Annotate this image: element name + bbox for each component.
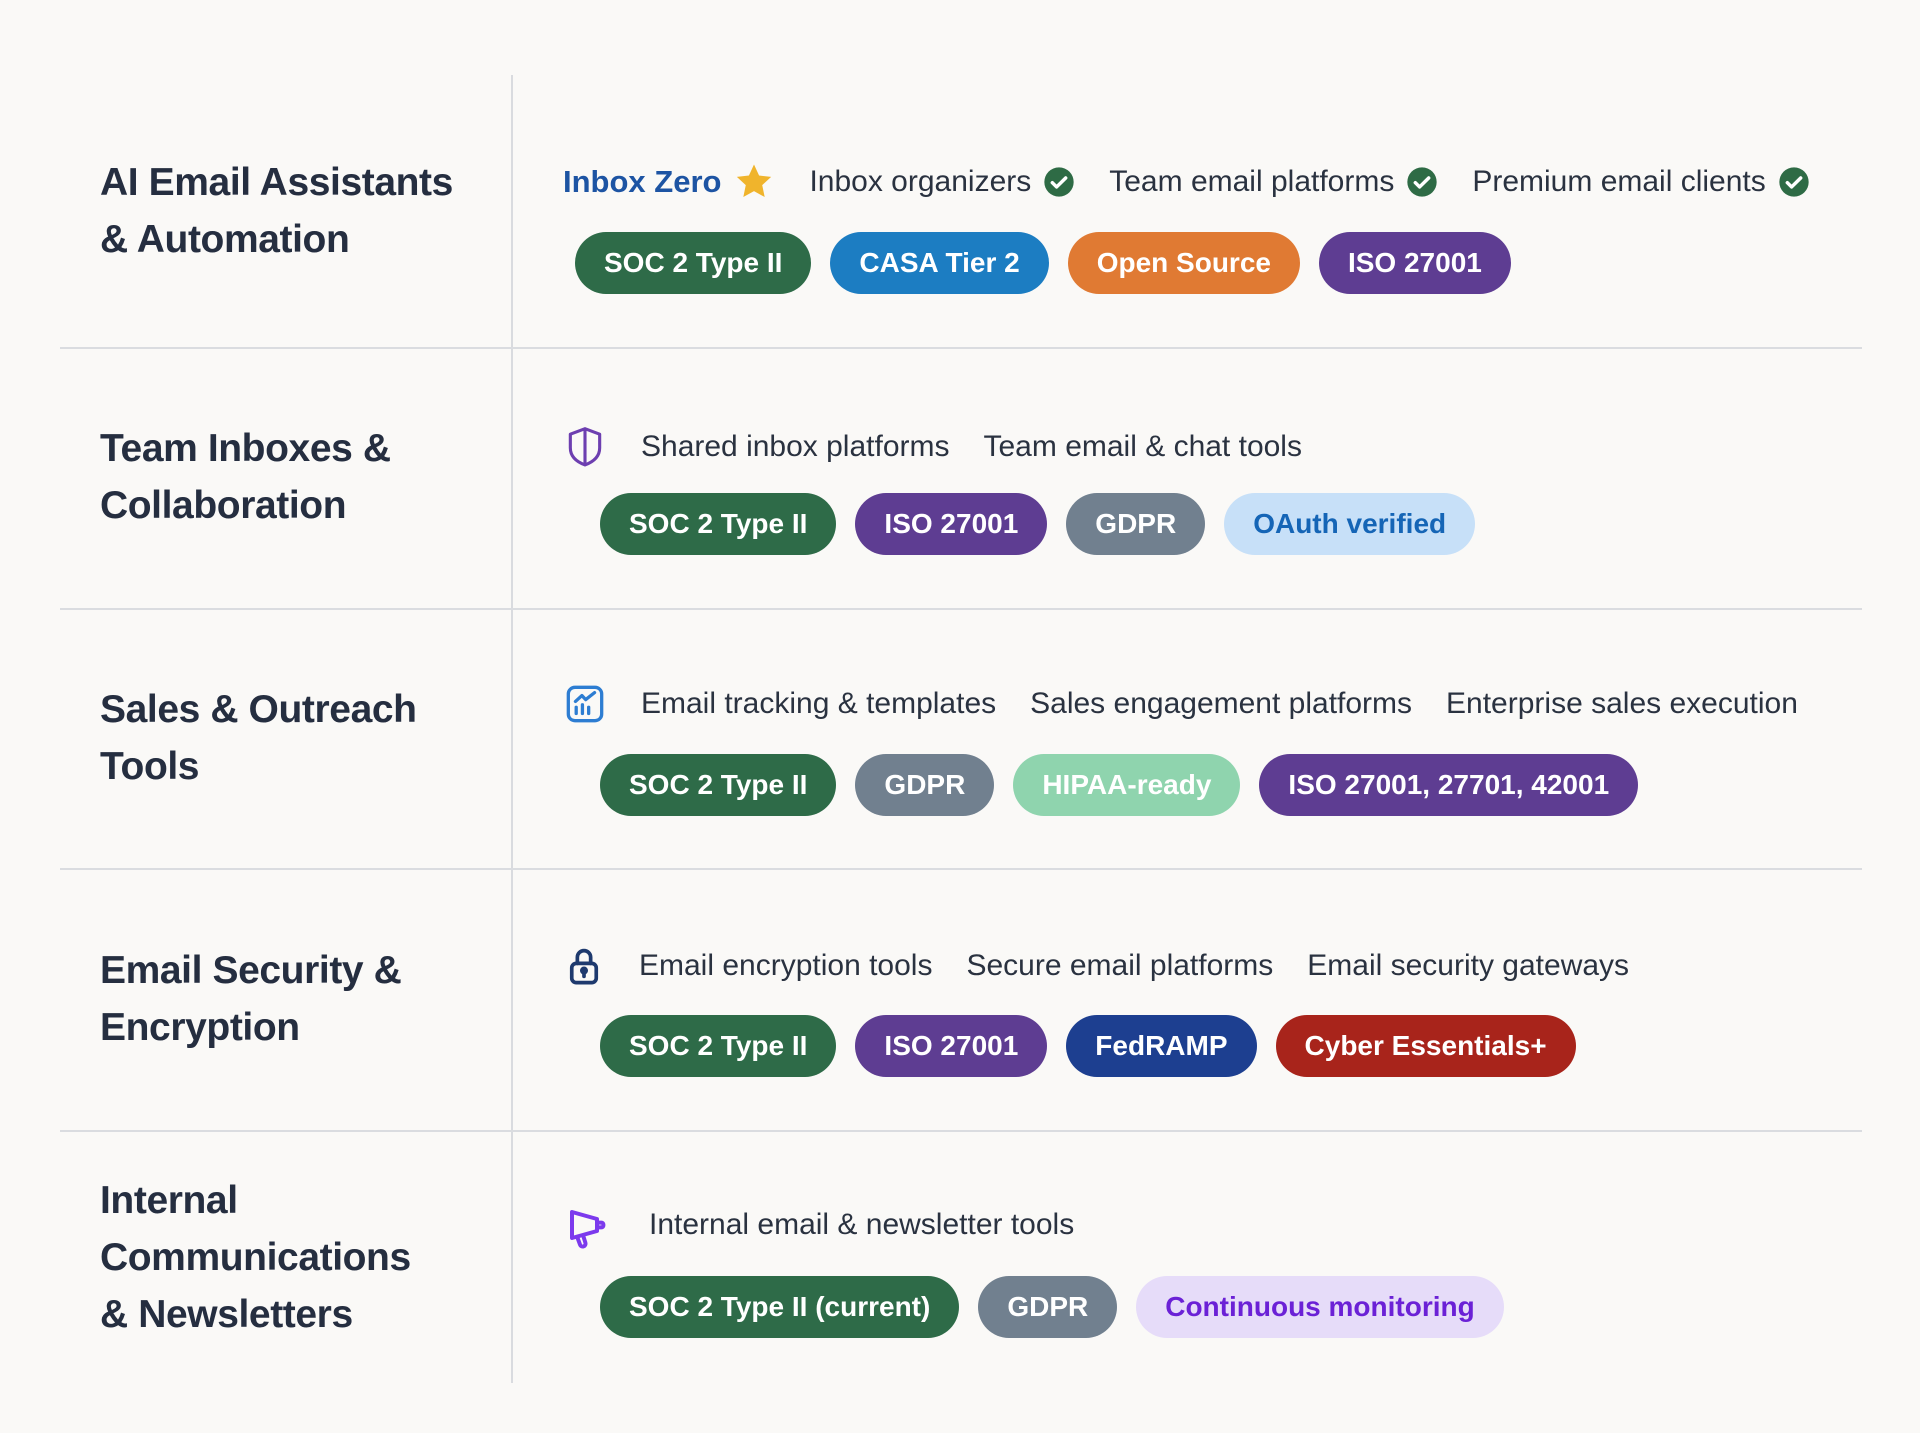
column-divider	[511, 75, 513, 1383]
row-5-badges: SOC 2 Type II (current) GDPR Continuous …	[600, 1276, 1504, 1338]
category-line: & Newsletters	[100, 1293, 353, 1336]
label-inbox-organizers: Inbox organizers	[809, 165, 1075, 199]
label-email-tracking-templates: Email tracking & templates	[641, 687, 996, 721]
certification-badge: ISO 27001, 27701, 42001	[1259, 754, 1639, 816]
category-line: Tools	[100, 745, 200, 788]
chart-icon	[563, 682, 607, 726]
segment-label: Team email & chat tools	[983, 430, 1302, 463]
label-email-encryption-tools: Email encryption tools	[639, 949, 932, 983]
inbox-zero-link[interactable]: Inbox Zero	[563, 164, 722, 199]
segment-label: Inbox organizers	[809, 165, 1032, 198]
row-4-labels: Email encryption tools Secure email plat…	[563, 942, 1629, 990]
row-divider	[60, 868, 1862, 870]
certification-badge: FedRAMP	[1066, 1015, 1257, 1077]
row-2-badges: SOC 2 Type II ISO 27001 GDPR OAuth verif…	[600, 493, 1476, 555]
certification-badge: SOC 2 Type II	[575, 232, 812, 294]
check-circle-icon	[1406, 166, 1438, 198]
row-3-badges: SOC 2 Type II GDPR HIPAA-ready ISO 27001…	[600, 754, 1639, 816]
segment-label: Internal email & newsletter tools	[649, 1208, 1075, 1241]
category-line: Internal	[100, 1179, 238, 1222]
certification-badge: ISO 27001	[855, 1015, 1048, 1077]
label-inbox-zero[interactable]: Inbox Zero	[563, 161, 775, 203]
category-ai-email-assistants: AI Email Assistants & Automation	[100, 154, 453, 268]
label-enterprise-sales-execution: Enterprise sales execution	[1446, 687, 1798, 721]
check-circle-icon	[1778, 166, 1810, 198]
label-shared-inbox-platforms: Shared inbox platforms	[641, 430, 950, 464]
segment-label: Email security gateways	[1307, 949, 1630, 982]
segment-label: Secure email platforms	[966, 949, 1274, 982]
label-email-security-gateways: Email security gateways	[1307, 949, 1629, 983]
certification-badge: Open Source	[1067, 232, 1300, 294]
category-line: & Automation	[100, 218, 350, 261]
category-line: Encryption	[100, 1006, 300, 1049]
category-line: Email Security &	[100, 949, 402, 992]
certification-badge: SOC 2 Type II	[600, 754, 837, 816]
category-line: AI Email Assistants	[100, 161, 453, 204]
certification-badge: OAuth verified	[1224, 493, 1476, 555]
star-icon	[733, 161, 775, 203]
row-1-labels: Inbox Zero Inbox organizers Team email p…	[563, 158, 1810, 206]
check-circle-icon	[1043, 166, 1075, 198]
segment-label: Team email platforms	[1109, 165, 1395, 198]
segment-label: Email encryption tools	[639, 949, 933, 982]
row-5-labels: Internal email & newsletter tools	[563, 1201, 1074, 1249]
row-3-labels: Email tracking & templates Sales engagem…	[563, 680, 1798, 728]
segment-label: Email tracking & templates	[641, 687, 997, 720]
category-line: Sales & Outreach	[100, 688, 417, 731]
category-email-security: Email Security & Encryption	[100, 942, 402, 1056]
certification-badge: ISO 27001	[855, 493, 1048, 555]
certification-badge: GDPR	[855, 754, 995, 816]
segment-label: Premium email clients	[1472, 165, 1766, 198]
row-4-badges: SOC 2 Type II ISO 27001 FedRAMP Cyber Es…	[600, 1015, 1576, 1077]
row-2-labels: Shared inbox platforms Team email & chat…	[563, 423, 1302, 471]
segment-label: Sales engagement platforms	[1030, 687, 1413, 720]
certification-badge: SOC 2 Type II (current)	[600, 1276, 960, 1338]
certification-badge: GDPR	[1066, 493, 1206, 555]
row-divider	[60, 347, 1862, 349]
label-internal-email-newsletter-tools: Internal email & newsletter tools	[649, 1208, 1074, 1242]
certification-badge: SOC 2 Type II	[600, 493, 837, 555]
category-internal-communications: Internal Communications & Newsletters	[100, 1172, 411, 1343]
label-premium-email-clients: Premium email clients	[1472, 165, 1809, 199]
certification-badge: CASA Tier 2	[830, 232, 1049, 294]
row-1-badges: SOC 2 Type II CASA Tier 2 Open Source IS…	[575, 232, 1511, 294]
label-team-email-platforms: Team email platforms	[1109, 165, 1438, 199]
category-line: Collaboration	[100, 484, 347, 527]
category-line: Communications	[100, 1236, 411, 1279]
megaphone-icon	[563, 1201, 615, 1249]
certification-badge: GDPR	[978, 1276, 1118, 1338]
lock-icon	[563, 942, 605, 990]
shield-icon	[563, 424, 607, 470]
row-divider	[60, 608, 1862, 610]
category-sales-outreach: Sales & Outreach Tools	[100, 681, 417, 795]
certification-badge: Continuous monitoring	[1136, 1276, 1504, 1338]
category-team-inboxes: Team Inboxes & Collaboration	[100, 420, 391, 534]
segment-label: Shared inbox platforms	[641, 430, 950, 463]
row-divider	[60, 1130, 1862, 1132]
certification-badge: Cyber Essentials+	[1275, 1015, 1576, 1077]
certification-badge: HIPAA-ready	[1013, 754, 1241, 816]
certification-badge: SOC 2 Type II	[600, 1015, 837, 1077]
label-sales-engagement-platforms: Sales engagement platforms	[1030, 687, 1412, 721]
category-line: Team Inboxes &	[100, 427, 391, 470]
label-team-email-chat-tools: Team email & chat tools	[984, 430, 1302, 464]
segment-label: Enterprise sales execution	[1446, 687, 1798, 720]
certification-badge: ISO 27001	[1318, 232, 1511, 294]
label-secure-email-platforms: Secure email platforms	[966, 949, 1273, 983]
